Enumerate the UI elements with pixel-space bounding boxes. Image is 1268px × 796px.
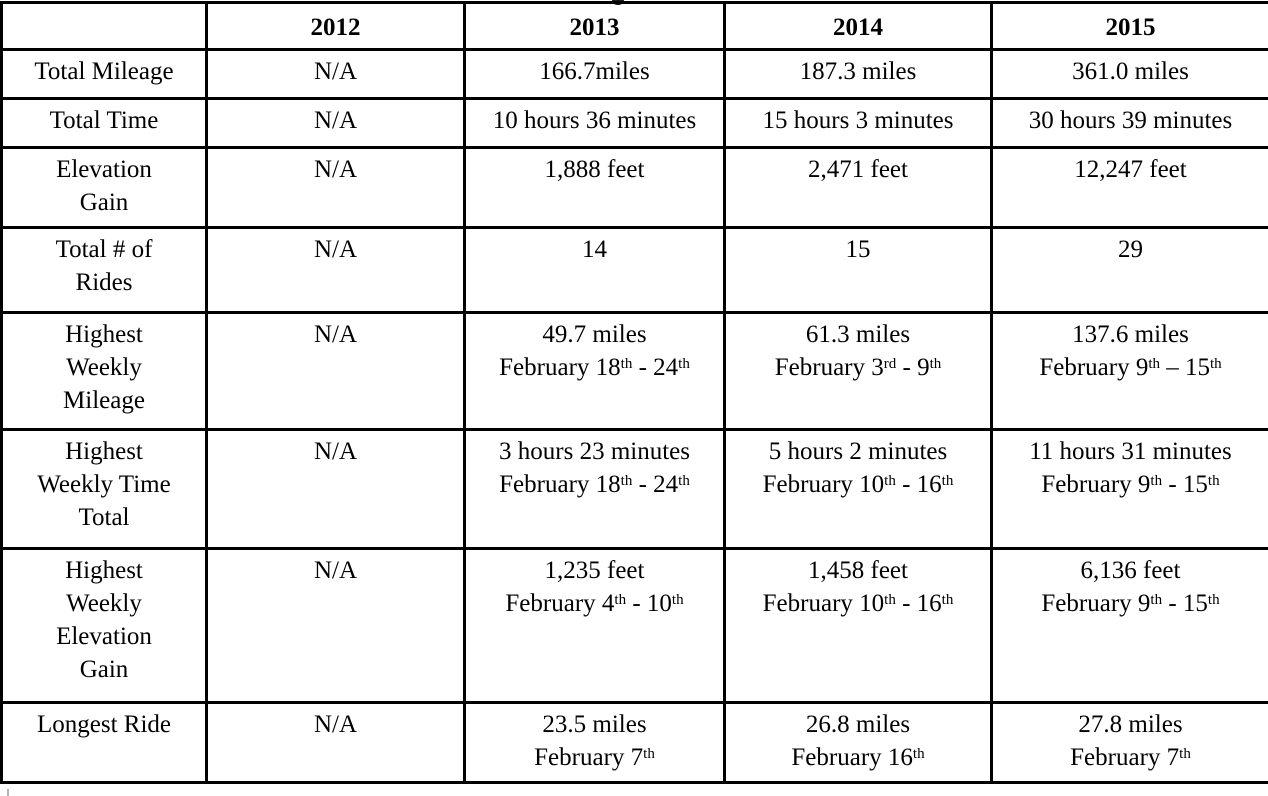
corner-cell: [0, 1, 208, 51]
cell-elevation-gain-2014: 2,471 feet: [723, 146, 993, 229]
cell-total-mileage-2012: N/A: [205, 48, 466, 100]
cell-highest-weekly-time-total-2014: 5 hours 2 minutes February 10th - 16th: [723, 428, 993, 550]
cell-elevation-gain-2013: 1,888 feet: [463, 146, 726, 229]
table-row-highest-weekly-mileage: Highest Weekly Mileage N/A 49.7 miles Februar…: [0, 311, 1268, 431]
cell-total-of-rides-2014: 15: [723, 226, 993, 314]
cell-highest-weekly-time-total-2012: N/A: [205, 428, 466, 550]
cell-total-of-rides-2012: N/A: [205, 226, 466, 314]
table-row-total-of-rides: Total # of Rides N/A 14 15 29: [0, 226, 1268, 314]
cell-longest-ride-2014: 26.8 miles February 16th: [723, 701, 993, 784]
row-label-longest-ride: Longest Ride: [0, 701, 208, 784]
table-row-total-time: Total Time N/A 10 hours 36 minutes 15 hours…: [0, 97, 1268, 149]
cell-longest-ride-2015: 27.8 miles February 7th: [990, 701, 1268, 784]
cell-highest-weekly-mileage-2012: N/A: [205, 311, 466, 431]
table-body: Total Mileage N/A 166.7miles 187.3 miles 361…: [0, 48, 1268, 784]
table-row-highest-weekly-time-total: Highest Weekly Time Total N/A 3 hours 23 min…: [0, 428, 1268, 550]
cell-total-time-2015: 30 hours 39 minutes: [990, 97, 1268, 149]
cell-total-of-rides-2015: 29: [990, 226, 1268, 314]
cell-total-mileage-2013: 166.7miles: [463, 48, 726, 100]
table-row-total-mileage: Total Mileage N/A 166.7miles 187.3 miles 361…: [0, 48, 1268, 100]
cell-highest-weekly-time-total-2015: 11 hours 31 minutes February 9th - 15th: [990, 428, 1268, 550]
cell-highest-weekly-elevation-gain-2014: 1,458 feet February 10th - 16th: [723, 547, 993, 704]
cell-total-of-rides-2013: 14: [463, 226, 726, 314]
cell-longest-ride-2013: 23.5 miles February 7th: [463, 701, 726, 784]
year-header-2013: 2013: [463, 1, 726, 51]
year-header-2014: 2014: [723, 1, 993, 51]
cell-longest-ride-2012: N/A: [205, 701, 466, 784]
cell-total-mileage-2015: 361.0 miles: [990, 48, 1268, 100]
row-label-elevation-gain: Elevation Gain: [0, 146, 208, 229]
cell-highest-weekly-mileage-2013: 49.7 miles February 18th - 24th: [463, 311, 726, 431]
cell-highest-weekly-mileage-2014: 61.3 miles February 3rd - 9th: [723, 311, 993, 431]
cell-elevation-gain-2015: 12,247 feet: [990, 146, 1268, 229]
row-label-highest-weekly-mileage: Highest Weekly Mileage: [0, 311, 208, 431]
page-continuation-artifact: [7, 789, 9, 796]
row-label-total-of-rides: Total # of Rides: [0, 226, 208, 314]
cell-highest-weekly-elevation-gain-2012: N/A: [205, 547, 466, 704]
cell-total-time-2014: 15 hours 3 minutes: [723, 97, 993, 149]
year-header-2012: 2012: [205, 1, 466, 51]
cell-total-time-2013: 10 hours 36 minutes: [463, 97, 726, 149]
table-row-highest-weekly-elevation-gain: Highest Weekly Elevation Gain N/A 1,235 feet F…: [0, 547, 1268, 704]
table-row-elevation-gain: Elevation Gain N/A 1,888 feet 2,471 feet 12,2…: [0, 146, 1268, 229]
cell-total-time-2012: N/A: [205, 97, 466, 149]
year-header-2015: 2015: [990, 1, 1268, 51]
row-label-total-time: Total Time: [0, 97, 208, 149]
cell-highest-weekly-elevation-gain-2015: 6,136 feet February 9th - 15th: [990, 547, 1268, 704]
cell-highest-weekly-mileage-2015: 137.6 miles February 9th – 15th: [990, 311, 1268, 431]
header-row: 2012 2013 2014 2015: [0, 1, 1268, 51]
row-label-total-mileage: Total Mileage: [0, 48, 208, 100]
cell-highest-weekly-time-total-2013: 3 hours 23 minutes February 18th - 24th: [463, 428, 726, 550]
cell-highest-weekly-elevation-gain-2013: 1,235 feet February 4th - 10th: [463, 547, 726, 704]
cell-total-mileage-2014: 187.3 miles: [723, 48, 993, 100]
row-label-highest-weekly-time-total: Highest Weekly Time Total: [0, 428, 208, 550]
cell-elevation-gain-2012: N/A: [205, 146, 466, 229]
table-row-longest-ride: Longest Ride N/A 23.5 miles February 7th 26.…: [0, 701, 1268, 784]
row-label-highest-weekly-elevation-gain: Highest Weekly Elevation Gain: [0, 547, 208, 704]
